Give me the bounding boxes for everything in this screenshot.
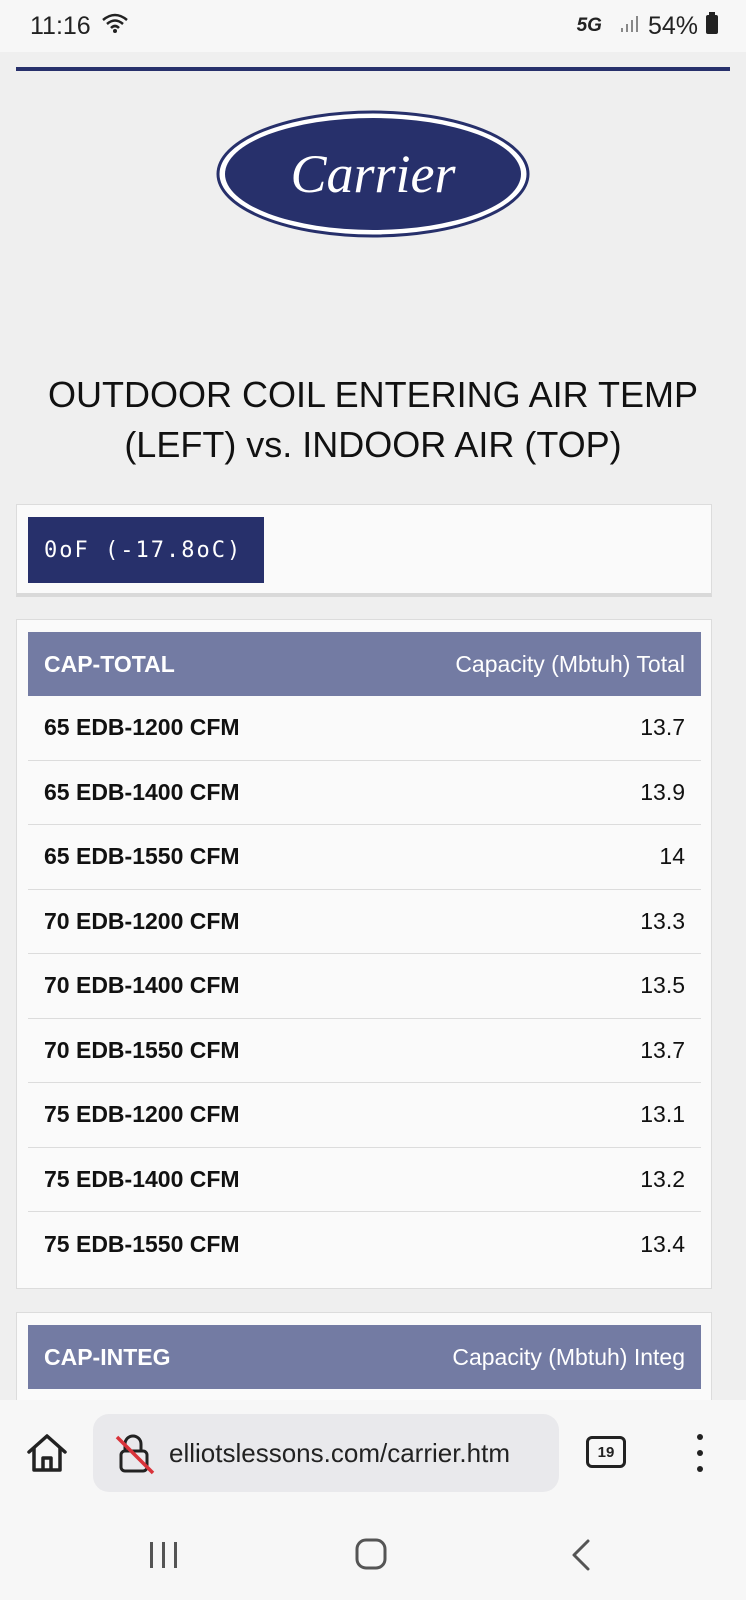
table-row: 70 EDB-1400 CFM 13.5 bbox=[28, 954, 701, 1019]
back-icon[interactable] bbox=[570, 1538, 592, 1572]
battery-icon bbox=[706, 11, 718, 41]
table-header-left: CAP-INTEG bbox=[44, 1343, 171, 1370]
row-label: 75 EDB-1400 CFM bbox=[44, 1165, 240, 1192]
temperature-card: 0oF (-17.8oC) bbox=[16, 504, 712, 597]
cap-total-table: CAP-TOTAL Capacity (Mbtuh) Total 65 EDB-… bbox=[16, 619, 712, 1289]
table-row: 75 EDB-1550 CFM 13.4 bbox=[28, 1212, 701, 1277]
table-header-right: Capacity (Mbtuh) Total bbox=[455, 650, 685, 677]
row-label: 65 EDB-1400 CFM bbox=[44, 778, 240, 805]
temperature-badge[interactable]: 0oF (-17.8oC) bbox=[28, 517, 264, 583]
row-value: 13.5 bbox=[640, 972, 685, 999]
table-row: 70 EDB-1550 CFM 13.7 bbox=[28, 1019, 701, 1083]
row-label: 75 EDB-1200 CFM bbox=[44, 1101, 240, 1128]
table-header: CAP-INTEG Capacity (Mbtuh) Integ bbox=[28, 1325, 701, 1389]
table-header-right: Capacity (Mbtuh) Integ bbox=[452, 1343, 685, 1370]
home-nav-icon[interactable] bbox=[355, 1537, 387, 1571]
page-content: Carrier OUTDOOR COIL ENTERING AIR TEMP (… bbox=[0, 52, 746, 1400]
more-menu-icon[interactable] bbox=[690, 1430, 710, 1476]
table-row: 65 EDB-1550 CFM 14 bbox=[28, 825, 701, 890]
carrier-logo: Carrier bbox=[216, 110, 530, 238]
tabs-button[interactable]: 19 bbox=[586, 1436, 626, 1468]
row-label: 70 EDB-1400 CFM bbox=[44, 972, 240, 999]
row-label: 65 EDB-1550 CFM bbox=[44, 843, 240, 870]
table-body: 65 EDB-1200 CFM 13.7 65 EDB-1400 CFM 13.… bbox=[28, 696, 701, 1277]
row-label: 65 EDB-1200 CFM bbox=[44, 714, 240, 741]
table-row: 65 EDB-1400 CFM 13.9 bbox=[28, 761, 701, 825]
row-value: 13.7 bbox=[640, 1036, 685, 1063]
table-header-left: CAP-TOTAL bbox=[44, 650, 175, 677]
status-bar: 11:16 5G 54% bbox=[0, 0, 746, 52]
row-value: 14 bbox=[659, 843, 685, 870]
row-label: 70 EDB-1200 CFM bbox=[44, 907, 240, 934]
header-divider bbox=[16, 67, 730, 71]
address-bar[interactable]: elliotslessons.com/carrier.htm bbox=[93, 1414, 559, 1492]
row-value: 13.2 bbox=[640, 1165, 685, 1192]
logo-text: Carrier bbox=[290, 144, 456, 204]
network-type: 5G bbox=[576, 15, 602, 36]
table-row: 75 EDB-1400 CFM 13.2 bbox=[28, 1148, 701, 1212]
row-label: 75 EDB-1550 CFM bbox=[44, 1230, 240, 1257]
table-row: 75 EDB-1200 CFM 13.1 bbox=[28, 1083, 701, 1148]
system-nav-bar bbox=[0, 1510, 746, 1600]
battery-percent: 54% bbox=[647, 11, 698, 40]
table-row: 70 EDB-1200 CFM 13.3 bbox=[28, 890, 701, 954]
cap-integ-table: CAP-INTEG Capacity (Mbtuh) Integ bbox=[16, 1312, 712, 1400]
row-value: 13.3 bbox=[640, 907, 685, 934]
status-time: 11:16 bbox=[30, 11, 91, 40]
row-label: 70 EDB-1550 CFM bbox=[44, 1036, 240, 1063]
wifi-icon bbox=[101, 12, 129, 41]
url-text[interactable]: elliotslessons.com/carrier.htm bbox=[169, 1437, 510, 1468]
recents-icon[interactable] bbox=[148, 1540, 180, 1570]
row-value: 13.7 bbox=[640, 714, 685, 741]
row-value: 13.9 bbox=[640, 778, 685, 805]
row-value: 13.1 bbox=[640, 1101, 685, 1128]
signal-icon bbox=[620, 12, 640, 41]
row-value: 13.4 bbox=[640, 1230, 685, 1257]
insecure-lock-icon[interactable] bbox=[113, 1431, 157, 1475]
browser-toolbar: elliotslessons.com/carrier.htm 19 bbox=[0, 1400, 746, 1510]
table-row: 65 EDB-1200 CFM 13.7 bbox=[28, 696, 701, 761]
page-title: OUTDOOR COIL ENTERING AIR TEMP (LEFT) vs… bbox=[47, 374, 699, 465]
home-icon[interactable] bbox=[24, 1430, 70, 1476]
table-header: CAP-TOTAL Capacity (Mbtuh) Total bbox=[28, 632, 701, 696]
